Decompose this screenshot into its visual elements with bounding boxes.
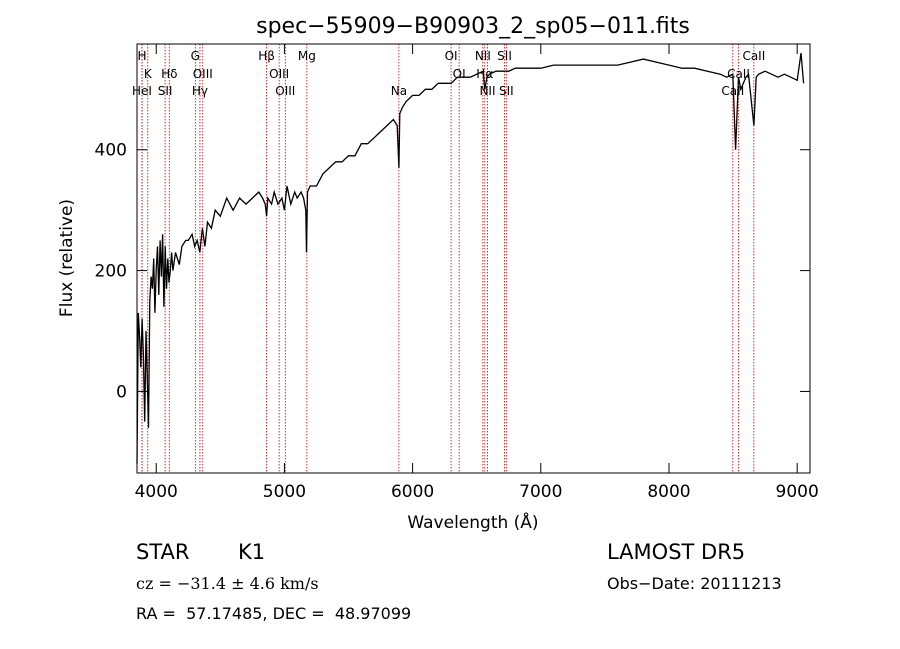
line-label: K [144,67,153,81]
line-label: SII [497,49,512,63]
line-label: Na [391,84,407,98]
line-label: OI [453,67,466,81]
y-tick-label: 0 [116,382,127,402]
line-label: SII [158,84,173,98]
subclass: K1 [238,540,266,564]
x-tick-label: 7000 [519,482,562,502]
line-label: OI [445,49,458,63]
line-label: OIII [275,84,295,98]
line-label: Hβ [258,49,275,63]
object-class: STAR [136,540,190,564]
y-tick-label: 200 [95,262,127,282]
chart-title: spec−55909−B90903_2_sp05−011.fits [256,14,690,39]
plot-frame [136,43,811,474]
redshift-cz: cz = −31.4 ± 4.6 km/s [136,574,319,593]
line-label: CaII [742,49,765,63]
line-label: Hγ [192,84,208,98]
observation-date: Obs−Date: 20111213 [607,574,782,593]
x-tick-label: 8000 [647,482,690,502]
x-tick-label: 5000 [263,482,306,502]
axis-ticks: 4000 5000 6000 7000 8000 9000 0 200 400 [95,44,819,502]
line-label: NII [475,49,491,63]
line-label: Mg [298,49,316,63]
x-tick-label: 4000 [135,482,178,502]
line-label: NII [479,84,495,98]
line-label: OIII [193,67,213,81]
line-label: SII [499,84,514,98]
line-label: OIII [269,67,289,81]
x-tick-label: 9000 [776,482,819,502]
line-label: G [191,49,200,63]
x-axis-label: Wavelength (Å) [407,511,538,533]
coordinates: RA = 57.17485, DEC = 48.97099 [136,604,412,623]
line-markers [141,44,755,473]
y-axis-label: Flux (relative) [57,199,77,317]
line-label: HeI [132,84,152,98]
survey-name: LAMOST DR5 [607,540,746,564]
line-label: Hδ [161,67,177,81]
line-label: Hα [476,67,493,81]
line-label: H [137,49,146,63]
spectrum-line [136,53,805,464]
x-tick-label: 6000 [391,482,434,502]
y-tick-label: 400 [95,141,127,161]
line-labels: HK HeI Hδ SII G OIII Hγ Hβ OIII OIII Mg Na OI OI NII SI… [132,49,765,98]
